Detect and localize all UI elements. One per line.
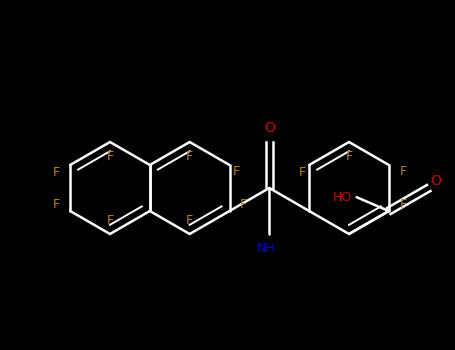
Text: F: F (298, 166, 306, 178)
Text: F: F (53, 197, 60, 210)
Text: F: F (233, 166, 240, 178)
Text: F: F (106, 214, 114, 226)
Text: F: F (53, 166, 60, 178)
Text: F: F (399, 197, 406, 210)
Text: HO: HO (333, 191, 352, 204)
Text: F: F (186, 214, 193, 226)
Text: F: F (345, 149, 353, 162)
Text: O: O (264, 121, 275, 135)
Text: NH: NH (257, 241, 276, 254)
Text: O: O (430, 174, 441, 188)
Text: F: F (106, 149, 114, 162)
Text: F: F (186, 149, 193, 162)
Text: F: F (399, 166, 406, 178)
Text: F: F (240, 197, 247, 210)
